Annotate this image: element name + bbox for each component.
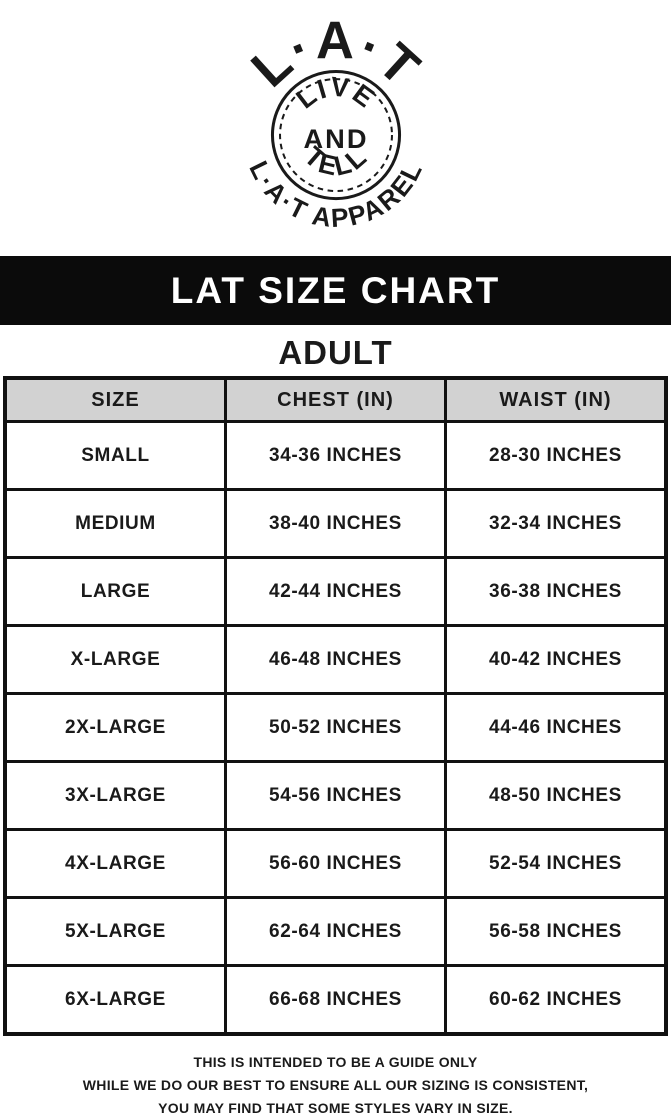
disclaimer-line-3: YOU MAY FIND THAT SOME STYLES VARY IN SI… — [158, 1100, 513, 1116]
logo-circle — [270, 69, 401, 201]
size-cell: 6X-LARGE — [3, 964, 227, 1036]
table-row: 6X-LARGE 66-68 INCHES 60-62 INCHES — [3, 964, 668, 1036]
size-cell: 4X-LARGE — [3, 828, 227, 899]
lat-logo: L·A·T LIVE AND TELL L·A·T APPAREL — [0, 0, 671, 246]
waist-cell: 52-54 INCHES — [443, 828, 668, 899]
size-cell: 3X-LARGE — [3, 760, 227, 831]
table-row: X-LARGE 46-48 INCHES 40-42 INCHES — [3, 624, 668, 695]
size-chart-banner: LAT SIZE CHART — [0, 256, 671, 325]
waist-cell: 32-34 INCHES — [443, 488, 668, 559]
lat-logo-graphic: L·A·T LIVE AND TELL L·A·T APPAREL — [240, 12, 428, 233]
size-cell: SMALL — [3, 420, 227, 491]
disclaimer-line-2: WHILE WE DO OUR BEST TO ENSURE ALL OUR S… — [82, 1077, 589, 1093]
size-cell: LARGE — [3, 556, 227, 627]
table-header-row: SIZE CHEST (IN) WAIST (IN) — [3, 376, 668, 423]
table-row: 3X-LARGE 54-56 INCHES 48-50 INCHES — [3, 760, 668, 831]
chest-cell: 42-44 INCHES — [223, 556, 447, 627]
table-row: 5X-LARGE 62-64 INCHES 56-58 INCHES — [3, 896, 668, 967]
chest-cell: 54-56 INCHES — [223, 760, 447, 831]
table-row: SMALL 34-36 INCHES 28-30 INCHES — [3, 420, 668, 491]
waist-cell: 36-38 INCHES — [443, 556, 668, 627]
chest-cell: 62-64 INCHES — [223, 896, 447, 967]
column-header-waist: WAIST (IN) — [443, 376, 668, 423]
disclaimer-line-1: THIS IS INTENDED TO BE A GUIDE ONLY — [193, 1054, 478, 1070]
waist-cell: 60-62 INCHES — [443, 964, 668, 1036]
waist-cell: 40-42 INCHES — [443, 624, 668, 695]
waist-cell: 44-46 INCHES — [443, 692, 668, 763]
section-title-adult: ADULT — [278, 334, 393, 371]
chest-cell: 56-60 INCHES — [223, 828, 447, 899]
size-cell: MEDIUM — [3, 488, 227, 559]
table-row: MEDIUM 38-40 INCHES 32-34 INCHES — [3, 488, 668, 559]
size-cell: X-LARGE — [3, 624, 227, 695]
table-row: LARGE 42-44 INCHES 36-38 INCHES — [3, 556, 668, 627]
chest-cell: 46-48 INCHES — [223, 624, 447, 695]
logo-dashed-circle — [278, 78, 393, 193]
size-cell: 5X-LARGE — [3, 896, 227, 967]
column-header-size: SIZE — [3, 376, 227, 423]
column-header-chest: CHEST (IN) — [223, 376, 447, 423]
chest-cell: 66-68 INCHES — [223, 964, 447, 1036]
table-row: 4X-LARGE 56-60 INCHES 52-54 INCHES — [3, 828, 668, 899]
waist-cell: 48-50 INCHES — [443, 760, 668, 831]
chest-cell: 38-40 INCHES — [223, 488, 447, 559]
size-cell: 2X-LARGE — [3, 692, 227, 763]
chest-cell: 50-52 INCHES — [223, 692, 447, 763]
chest-cell: 34-36 INCHES — [223, 420, 447, 491]
size-chart-table: SIZE CHEST (IN) WAIST (IN) SMALL 34-36 I… — [3, 376, 668, 1036]
table-row: 2X-LARGE 50-52 INCHES 44-46 INCHES — [3, 692, 668, 763]
waist-cell: 28-30 INCHES — [443, 420, 668, 491]
banner-title: LAT SIZE CHART — [170, 269, 501, 311]
waist-cell: 56-58 INCHES — [443, 896, 668, 967]
disclaimer: THIS IS INTENDED TO BE A GUIDE ONLY WHIL… — [0, 1051, 671, 1120]
logo-and-text: AND — [303, 123, 368, 154]
